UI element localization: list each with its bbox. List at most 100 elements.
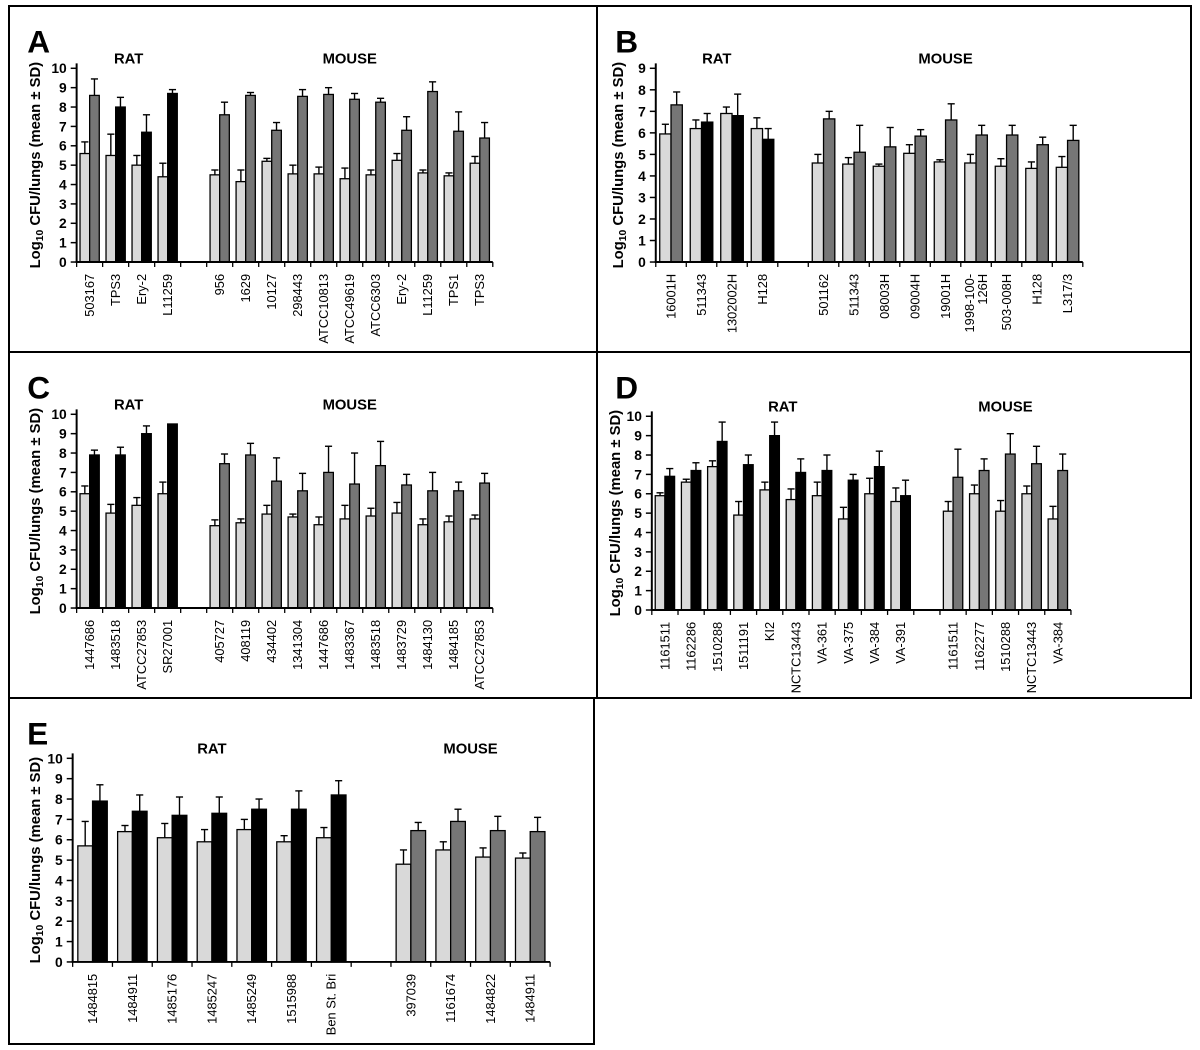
bar — [731, 115, 744, 263]
bar — [769, 434, 781, 611]
y-tick-label: 9 — [638, 60, 646, 76]
bar — [235, 180, 247, 263]
x-tick-label: 1447686 — [316, 620, 331, 670]
bar — [443, 175, 455, 263]
x-tick-label: L11259 — [420, 274, 435, 316]
x-tick-label: L317/3 — [1060, 274, 1075, 313]
bar — [131, 164, 143, 263]
bar — [391, 512, 403, 609]
y-tick-label: 7 — [59, 118, 67, 134]
bar — [883, 146, 897, 263]
bar — [245, 454, 256, 609]
bar — [811, 495, 823, 611]
y-tick-label: 10 — [47, 750, 63, 766]
bar — [1047, 518, 1059, 611]
bar — [995, 510, 1007, 611]
x-tick-label: 1484911 — [125, 974, 140, 1023]
bar — [750, 127, 764, 263]
bar — [864, 493, 876, 611]
bar — [209, 525, 221, 609]
bar — [453, 490, 465, 609]
bar — [890, 500, 902, 611]
x-tick-label: SR27001 — [160, 620, 175, 674]
x-tick-label: VA-384 — [867, 622, 882, 664]
bar — [235, 522, 247, 609]
bar — [1005, 134, 1019, 263]
bar — [171, 814, 188, 963]
group-header-mouse: MOUSE — [978, 399, 1032, 415]
x-tick-label: 1485247 — [204, 974, 219, 1024]
y-tick-label: 10 — [51, 60, 67, 76]
y-axis-title: Log10 CFU/lungs (mean ± SD) — [28, 408, 46, 615]
y-tick-label: 4 — [638, 168, 646, 184]
bar — [785, 498, 797, 611]
x-tick-label: H128 — [1029, 274, 1044, 305]
y-tick-label: 1 — [59, 581, 67, 597]
x-tick-label: 1484185 — [446, 620, 461, 670]
x-tick-label: TPS3 — [472, 274, 487, 306]
y-tick-label: 0 — [59, 600, 67, 616]
bar — [670, 104, 683, 263]
x-tick-label: 434402 — [264, 620, 279, 663]
bar — [115, 454, 126, 609]
bar — [822, 118, 836, 263]
bar — [395, 863, 412, 963]
y-tick-label: 6 — [634, 486, 642, 502]
bar — [245, 94, 256, 263]
bar — [479, 482, 491, 609]
bar — [1057, 469, 1069, 611]
bar — [837, 518, 849, 611]
bar — [944, 119, 958, 263]
y-tick-label: 3 — [55, 893, 63, 909]
bar — [720, 112, 733, 263]
x-tick-label: 1483367 — [342, 620, 357, 670]
y-tick-label: 5 — [55, 852, 63, 868]
x-tick-label: 1511191 — [736, 622, 751, 670]
bar — [469, 162, 481, 263]
x-tick-label: ATCC27853 — [472, 620, 487, 690]
y-tick-label: 4 — [59, 522, 67, 538]
bar — [759, 489, 771, 611]
bar — [872, 165, 886, 263]
bar — [427, 90, 439, 263]
x-tick-label: 16001H — [663, 274, 678, 319]
bar — [330, 794, 347, 963]
x-tick-label: 1447686 — [82, 620, 97, 670]
bar — [811, 162, 825, 263]
x-tick-label: 1998-100- — [962, 274, 977, 333]
bar — [952, 476, 964, 611]
x-tick-label: 397039 — [403, 974, 418, 1017]
bar — [131, 504, 143, 609]
group-header-mouse: MOUSE — [323, 51, 377, 67]
y-tick-label: 5 — [59, 157, 67, 173]
bar — [271, 480, 282, 609]
x-tick-label: Ben St. Bri — [324, 974, 339, 1035]
group-header-mouse: MOUSE — [918, 51, 972, 67]
panel-letter: B — [615, 23, 638, 59]
x-tick-label: ATCC49619 — [342, 274, 357, 344]
bar — [443, 521, 455, 609]
x-tick-label: Ery-2 — [134, 274, 149, 305]
bar — [297, 490, 308, 609]
x-tick-label: NCTC13443 — [788, 622, 803, 693]
x-tick-label: 1162277 — [972, 622, 987, 671]
bar — [116, 830, 133, 963]
y-tick-label: 10 — [627, 408, 643, 424]
bar — [323, 93, 334, 263]
bar — [1004, 453, 1016, 611]
y-tick-label: 0 — [634, 602, 642, 618]
x-tick-label: 1484130 — [420, 620, 435, 670]
x-tick-label: 956 — [212, 274, 227, 295]
bar — [88, 94, 100, 263]
bar — [453, 130, 465, 263]
bar — [157, 176, 169, 263]
x-tick-label: ATCC10813 — [316, 274, 331, 344]
bar — [847, 479, 859, 611]
x-tick-label: 19001H — [938, 274, 953, 319]
bar — [475, 856, 492, 963]
x-tick-label: 1515988 — [284, 974, 299, 1024]
bar — [236, 828, 253, 963]
y-tick-label: 9 — [59, 426, 67, 442]
x-tick-label: NCTC13443 — [1024, 622, 1039, 693]
bar — [365, 174, 377, 263]
